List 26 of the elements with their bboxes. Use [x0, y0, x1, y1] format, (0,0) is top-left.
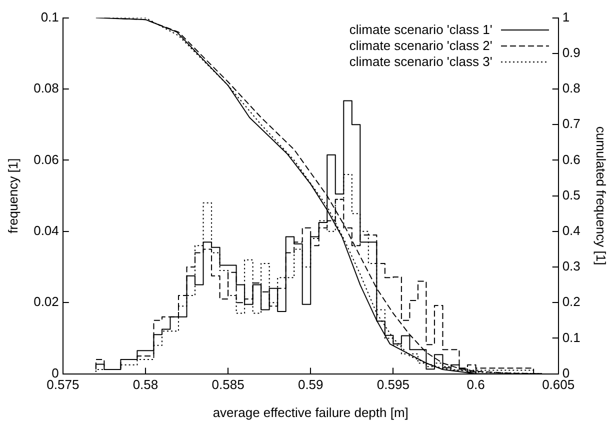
y-tick-label: 0.08 [34, 80, 59, 96]
y-axis-title: frequency [1] [5, 158, 20, 234]
legend-label: climate scenario 'class 2' [349, 38, 492, 54]
legend-label: climate scenario 'class 3' [349, 54, 492, 70]
y-tick-label: 0.02 [34, 294, 59, 310]
y2-tick-label: 0.5 [562, 187, 580, 202]
y2-axis-title: cumulated frequency [1] [594, 126, 609, 266]
x-tick-label: 0.59 [298, 377, 324, 392]
x-tick-label: 0.585 [212, 377, 244, 392]
y2-tick-label: 0.2 [562, 294, 580, 310]
y2-tick-label: 0.3 [562, 258, 580, 274]
y-tick-label: 0.04 [34, 222, 59, 238]
y2-tick-label: 1 [562, 9, 570, 24]
x-tick-label: 0.58 [132, 377, 158, 392]
y2-tick-label: 0.8 [562, 80, 580, 96]
x-axis-title: average effective failure depth [m] [212, 404, 408, 420]
y2-tick-label: 0.6 [562, 152, 580, 167]
legend-label: climate scenario 'class 1' [349, 22, 492, 38]
y2-tick-label: 0.7 [562, 116, 580, 132]
y-tick-label: 0.1 [40, 9, 59, 24]
y-tick-label: 0.06 [34, 152, 59, 167]
x-tick-label: 0.6 [466, 377, 485, 392]
y2-tick-label: 0.4 [562, 222, 580, 238]
y2-tick-label: 0.9 [562, 44, 580, 60]
y2-tick-label: 0.1 [562, 330, 580, 345]
x-tick-label: 0.595 [376, 377, 410, 392]
